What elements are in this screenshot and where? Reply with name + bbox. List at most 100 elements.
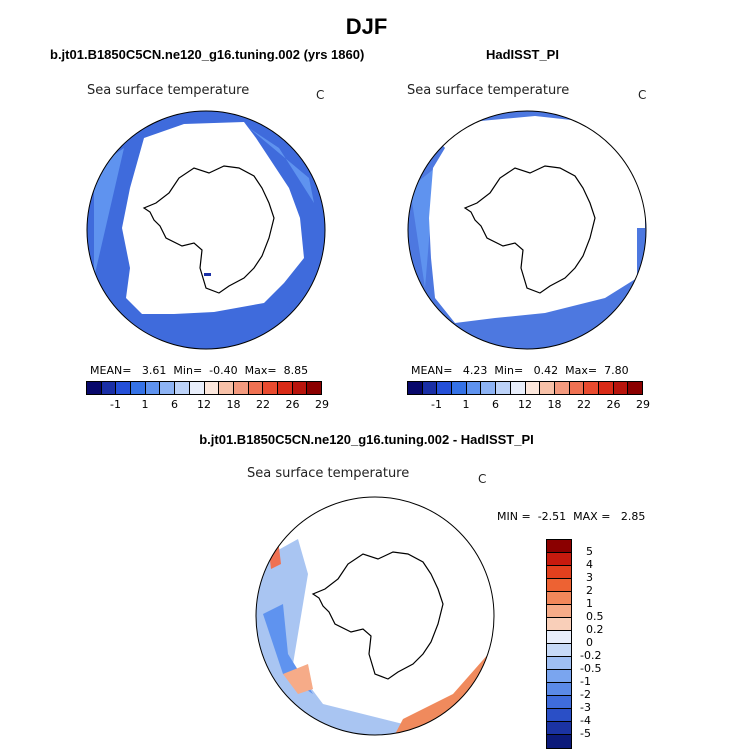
panel-2-colorbar	[407, 381, 643, 395]
panel-1-colorbar	[86, 381, 322, 395]
colorbar-swatch	[160, 382, 176, 394]
colorbar-swatch	[547, 735, 571, 748]
colorbar-tick-label: 3	[586, 571, 593, 584]
panel-1-stats: MEAN= 3.61 Min= -0.40 Max= 8.85	[90, 364, 309, 377]
panel-2-colorbar-ticks: -1 1 6 12 18 22 26 29	[407, 398, 650, 412]
colorbar-tick-label: 0.5	[586, 610, 604, 623]
colorbar-swatch	[101, 382, 117, 394]
colorbar-tick-label: -1	[110, 398, 121, 411]
panel-1-colorbar-ticks: -1 1 6 12 18 22 26 29	[86, 398, 329, 412]
difference-stats: MIN = -2.51 MAX = 2.85	[497, 510, 646, 523]
colorbar-swatch	[481, 382, 497, 394]
colorbar-tick-label: -4	[580, 714, 591, 727]
colorbar-swatch	[408, 382, 423, 394]
colorbar-swatch	[613, 382, 629, 394]
colorbar-swatch	[248, 382, 264, 394]
colorbar-swatch	[547, 644, 571, 657]
colorbar-swatch	[547, 683, 571, 696]
colorbar-swatch	[452, 382, 467, 394]
sea-ice-mask	[122, 122, 304, 314]
colorbar-swatch	[547, 553, 571, 566]
colorbar-tick-label: -2	[580, 688, 591, 701]
colorbar-tick-label: 18	[226, 398, 241, 411]
colorbar-swatch	[547, 696, 571, 709]
colorbar-swatch	[233, 382, 249, 394]
colorbar-swatch	[204, 382, 220, 394]
antarctica-coastline	[463, 165, 596, 294]
colorbar-swatch	[422, 382, 438, 394]
colorbar-swatch	[175, 382, 190, 394]
colorbar-swatch	[189, 382, 205, 394]
panel-1-unit: C	[316, 88, 325, 102]
colorbar-swatch	[547, 618, 571, 631]
colorbar-swatch	[466, 382, 482, 394]
colorbar-tick-label: 5	[586, 545, 593, 558]
map-boundary	[86, 110, 326, 350]
panel-1-variable: Sea surface temperature	[87, 83, 250, 98]
colorbar-tick-label: -1	[580, 675, 591, 688]
colorbar-swatch	[277, 382, 293, 394]
difference-field	[256, 539, 494, 735]
colorbar-tick-label: 0	[586, 636, 593, 649]
colorbar-swatch	[547, 540, 571, 553]
colorbar-swatch	[547, 722, 571, 735]
colorbar-tick-label: 12	[518, 398, 532, 411]
panel-2-polar-map	[407, 110, 647, 350]
colorbar-tick-label: -0.2	[580, 649, 602, 662]
colorbar-tick-label: 6	[171, 398, 178, 411]
colorbar-tick-label: -3	[580, 701, 591, 714]
difference-colorbar-ticks: 5 4 3 2 1 0.5 0.2 0 -0.2 -0.5 -1 -2 -3 -4 -5	[580, 539, 630, 740]
colorbar-tick-label: -5	[580, 727, 591, 740]
colorbar-swatch	[554, 382, 570, 394]
difference-unit: C	[478, 472, 487, 486]
colorbar-swatch	[547, 566, 571, 579]
colorbar-swatch	[547, 709, 571, 722]
colorbar-tick-label: -0.5	[580, 662, 602, 675]
colorbar-tick-label: 26	[606, 398, 621, 411]
map-boundary	[407, 110, 647, 350]
anomaly-patch	[204, 273, 211, 276]
colorbar-swatch	[584, 382, 599, 394]
panel-2-stats: MEAN= 4.23 Min= 0.42 Max= 7.80	[411, 364, 629, 377]
colorbar-swatch	[496, 382, 511, 394]
warm-spot	[283, 664, 313, 694]
colorbar-swatch	[145, 382, 161, 394]
difference-title: b.jt01.B1850C5CN.ne120_g16.tuning.002 - …	[199, 432, 534, 447]
colorbar-swatch	[116, 382, 132, 394]
colorbar-swatch	[87, 382, 102, 394]
colorbar-tick-label: 6	[492, 398, 499, 411]
colorbar-tick-label: 29	[315, 398, 329, 411]
colorbar-tick-label: 12	[197, 398, 211, 411]
colorbar-tick-label: -1	[431, 398, 442, 411]
colorbar-tick-label: 22	[577, 398, 591, 411]
colorbar-tick-label: 29	[636, 398, 650, 411]
colorbar-tick-label: 26	[285, 398, 300, 411]
positive-anomaly	[393, 644, 494, 735]
colorbar-tick-label: 1	[462, 398, 470, 411]
antarctica-coastline	[311, 551, 444, 680]
panel-1-case-title: b.jt01.B1850C5CN.ne120_g16.tuning.002 (y…	[50, 47, 365, 62]
colorbar-swatch	[569, 382, 585, 394]
colorbar-swatch	[307, 382, 321, 394]
colorbar-swatch	[547, 592, 571, 605]
colorbar-swatch	[598, 382, 614, 394]
difference-variable: Sea surface temperature	[247, 466, 410, 481]
panel-1-polar-map	[86, 110, 326, 350]
colorbar-tick-label: 18	[547, 398, 562, 411]
colorbar-tick-label: 1	[586, 597, 593, 610]
colorbar-swatch	[219, 382, 234, 394]
colorbar-tick-label: 0.2	[586, 623, 604, 636]
colorbar-swatch	[263, 382, 278, 394]
colorbar-swatch	[540, 382, 555, 394]
colorbar-swatch	[547, 631, 571, 644]
colorbar-swatch	[525, 382, 541, 394]
negative-anomaly	[263, 604, 313, 694]
panel-2-unit: C	[638, 88, 647, 102]
colorbar-swatch	[547, 670, 571, 683]
antarctica-coastline	[142, 165, 275, 294]
colorbar-tick-label: 4	[586, 558, 593, 571]
panel-2-case-title: HadISST_PI	[486, 47, 559, 62]
colorbar-swatch	[131, 382, 146, 394]
obs-warm-band-west	[410, 168, 435, 288]
colorbar-tick-label: 1	[141, 398, 149, 411]
